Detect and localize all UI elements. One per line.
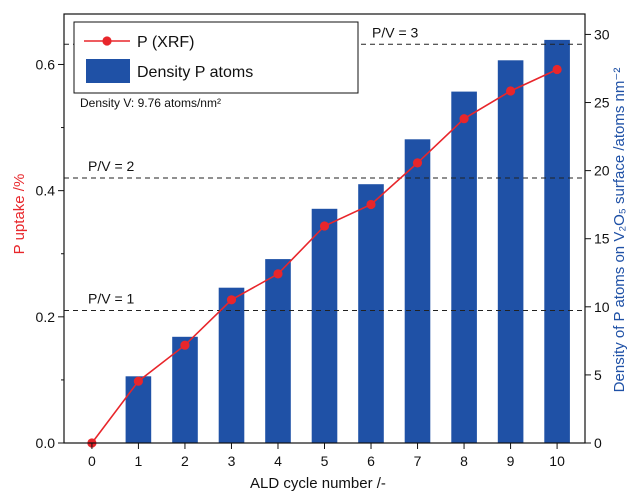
- reference-lines: P/V = 1 P/V = 2 P/V = 3: [64, 24, 585, 311]
- y-right-tick-label: 5: [594, 367, 602, 383]
- bar-1: [125, 376, 152, 443]
- density-v-note: Density V: 9.76 atoms/nm²: [80, 96, 221, 110]
- legend-marker-swatch: [102, 36, 112, 46]
- line-point-3: [226, 295, 237, 305]
- legend-entry-line: P (XRF): [137, 34, 194, 51]
- line-point-10: [552, 64, 562, 75]
- right-axis-title: Density of P atoms on V₂O₅ surface /atom…: [611, 68, 628, 393]
- y-right-tick-label: 20: [594, 163, 610, 179]
- bar-9: [497, 60, 524, 444]
- axes: 0 1 2 3 4 5 6 7 8 9 10 0.0 0.2 0.4 0.6 0 5 10 15 20 25 30: [36, 26, 610, 469]
- y-left-tick-label: 0.4: [36, 183, 56, 199]
- line-point-5: [319, 221, 330, 231]
- ref-label-3: P/V = 3: [372, 24, 419, 40]
- x-tick-label: 0: [88, 453, 96, 469]
- legend-entry-bar: Density P atoms: [137, 64, 253, 81]
- x-tick-label: 9: [507, 453, 515, 469]
- left-axis-title: P uptake /%: [11, 174, 28, 255]
- bar-4: [265, 259, 291, 443]
- y-right-tick-label: 0: [594, 435, 602, 451]
- x-tick-label: 8: [460, 453, 468, 469]
- line-point-9: [506, 86, 516, 96]
- bar-5: [311, 208, 338, 443]
- line-series: [87, 64, 562, 448]
- line-point-2: [180, 340, 190, 350]
- legend-bar-swatch: [86, 59, 130, 83]
- y-left-tick-label: 0.6: [36, 56, 56, 72]
- y-right-tick-label: 10: [594, 299, 610, 315]
- line-point-6: [366, 199, 376, 210]
- x-tick-label: 4: [274, 453, 282, 469]
- line-point-7: [412, 158, 423, 168]
- y-left-tick-label: 0.0: [36, 435, 56, 451]
- y-left-tick-label: 0.2: [36, 309, 56, 325]
- ref-label-1: P/V = 1: [88, 291, 135, 307]
- y-right-tick-label: 15: [594, 231, 610, 247]
- x-tick-label: 3: [228, 453, 236, 469]
- x-tick-label: 1: [135, 453, 143, 469]
- x-tick-label: 5: [321, 453, 329, 469]
- x-tick-label: 10: [549, 453, 565, 469]
- bar-8: [451, 91, 477, 443]
- bar-2: [172, 336, 198, 443]
- bar-3: [218, 287, 245, 443]
- bar-series: [125, 39, 570, 444]
- x-tick-label: 6: [367, 453, 375, 469]
- x-tick-label: 7: [414, 453, 422, 469]
- x-axis-title: ALD cycle number /-: [250, 475, 386, 492]
- line-point-1: [133, 376, 143, 386]
- bar-10: [544, 39, 570, 444]
- legend: P (XRF) Density P atoms: [73, 21, 359, 94]
- y-right-tick-label: 25: [594, 95, 610, 111]
- bar-7: [404, 139, 431, 444]
- line-point-8: [459, 114, 469, 124]
- ref-label-2: P/V = 2: [88, 158, 135, 174]
- line-point-4: [273, 269, 283, 279]
- bar-6: [358, 184, 384, 443]
- y-right-tick-label: 30: [594, 26, 610, 42]
- x-tick-label: 2: [181, 453, 189, 469]
